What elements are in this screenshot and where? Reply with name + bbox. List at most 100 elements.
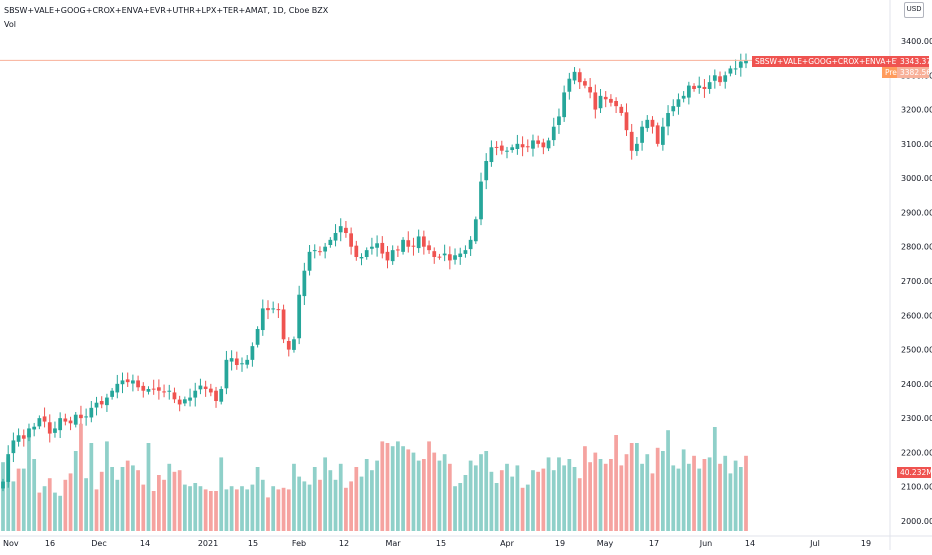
x-tick-label: 17 <box>649 539 659 548</box>
candle-body <box>266 308 270 311</box>
candle-body <box>234 358 239 365</box>
volume-bar <box>712 427 717 531</box>
candle-body <box>390 250 395 262</box>
volume-bar <box>738 467 743 531</box>
candle-body <box>583 81 587 86</box>
volume-bar <box>157 475 161 531</box>
candle-body <box>42 416 47 422</box>
volume-bar <box>707 457 712 531</box>
candle-body <box>53 428 57 433</box>
candle-body <box>515 143 520 149</box>
volume-bar <box>193 483 198 531</box>
volume-bar <box>99 471 104 531</box>
candle-body <box>505 150 509 152</box>
volume-bar <box>281 487 286 531</box>
volume-bar <box>473 465 478 531</box>
candle-body <box>572 71 577 81</box>
volume-bar <box>27 433 31 531</box>
volume-bar <box>47 478 52 531</box>
volume-bar <box>640 463 644 531</box>
candle-body <box>323 246 328 252</box>
candle-body <box>297 294 302 339</box>
volume-bar <box>333 479 338 531</box>
volume-bar <box>432 452 437 531</box>
candle-body <box>593 92 598 110</box>
candle-body <box>640 126 644 143</box>
candle-body <box>728 68 733 74</box>
volume-bar <box>214 491 218 531</box>
volume-bar <box>240 486 244 531</box>
candle-body <box>27 428 31 438</box>
candle-body <box>240 363 244 365</box>
candle-body <box>681 95 686 99</box>
volume-bar <box>562 465 567 531</box>
volume-bar <box>686 463 691 531</box>
candle-body <box>245 359 250 365</box>
x-tick-label: 14 <box>140 539 150 548</box>
candle-body <box>406 240 411 247</box>
volume-bar <box>11 481 16 531</box>
series-name-tag: SBSW+VALE+GOOG+CROX+ENVA+EVR+UTHR+LPX... <box>752 56 898 67</box>
candle-body <box>276 309 281 311</box>
candle-body <box>676 99 681 107</box>
candle-body <box>489 147 494 163</box>
volume-bar <box>676 468 681 531</box>
candle-body <box>344 227 348 233</box>
candle-body <box>115 383 120 393</box>
volume-bar <box>572 467 577 531</box>
x-tick-label: 15 <box>248 539 258 548</box>
candle-body <box>557 116 561 125</box>
volume-bar <box>94 489 99 531</box>
candle-body <box>473 219 478 242</box>
volume-bar <box>603 463 608 531</box>
volume-bar <box>198 486 203 531</box>
candle-body <box>219 389 224 402</box>
candle-body <box>396 249 400 251</box>
candle-body <box>292 339 296 350</box>
candle-body <box>416 236 421 249</box>
volume-indicator-label[interactable]: Vol <box>4 20 16 29</box>
volume-bar <box>567 459 572 531</box>
candle-body <box>692 85 696 89</box>
currency-badge[interactable]: USD <box>904 2 924 18</box>
candle-body <box>146 389 151 392</box>
candle-body <box>697 85 702 88</box>
candle-body <box>157 387 161 391</box>
volume-bar <box>151 491 156 531</box>
x-tick-label: Jun <box>699 539 713 548</box>
volume-bar <box>551 470 556 531</box>
candle-body <box>16 435 21 442</box>
volume-bar <box>479 454 483 531</box>
candle-body <box>660 126 665 145</box>
candle-body <box>609 98 613 103</box>
candle-body <box>250 346 255 360</box>
volume-bar <box>468 460 473 531</box>
candle-body <box>427 245 431 251</box>
candle-body <box>484 161 489 181</box>
volume-bar <box>359 476 364 531</box>
candle-body <box>655 125 660 144</box>
volume-bar <box>224 489 229 531</box>
candle-body <box>629 131 634 151</box>
candle-body <box>411 245 416 247</box>
volume-bar <box>63 479 68 531</box>
volume-bar <box>557 457 561 531</box>
candle-body <box>567 78 572 92</box>
candle-body <box>167 390 172 392</box>
volume-bar <box>302 481 307 531</box>
candle-body <box>172 392 177 400</box>
candle-body <box>744 60 748 64</box>
candle-body <box>131 380 135 384</box>
candle-body <box>58 418 63 431</box>
volume-bar <box>245 489 250 531</box>
candle-body <box>47 422 52 434</box>
candle-body <box>541 142 546 148</box>
candle-body <box>89 407 94 418</box>
volume-bar <box>260 479 265 531</box>
volume-bar <box>723 455 728 531</box>
candle-body <box>328 239 333 245</box>
volume-bar <box>292 463 296 531</box>
candle-body <box>354 245 359 257</box>
